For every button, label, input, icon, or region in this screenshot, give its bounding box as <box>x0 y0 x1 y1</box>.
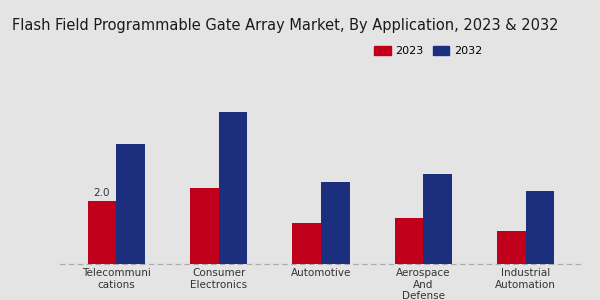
Bar <box>424 174 452 264</box>
Text: 2.0: 2.0 <box>94 188 110 198</box>
Bar <box>321 182 350 264</box>
Legend: 2023, 2032: 2023, 2032 <box>370 42 487 61</box>
Bar <box>497 231 526 264</box>
Bar <box>190 188 218 264</box>
Bar <box>88 201 116 264</box>
Bar <box>218 112 247 264</box>
Bar <box>395 218 424 264</box>
Text: Flash Field Programmable Gate Array Market, By Application, 2023 & 2032: Flash Field Programmable Gate Array Mark… <box>12 18 559 33</box>
Bar <box>116 144 145 264</box>
Bar <box>292 223 321 264</box>
Bar <box>526 191 554 264</box>
